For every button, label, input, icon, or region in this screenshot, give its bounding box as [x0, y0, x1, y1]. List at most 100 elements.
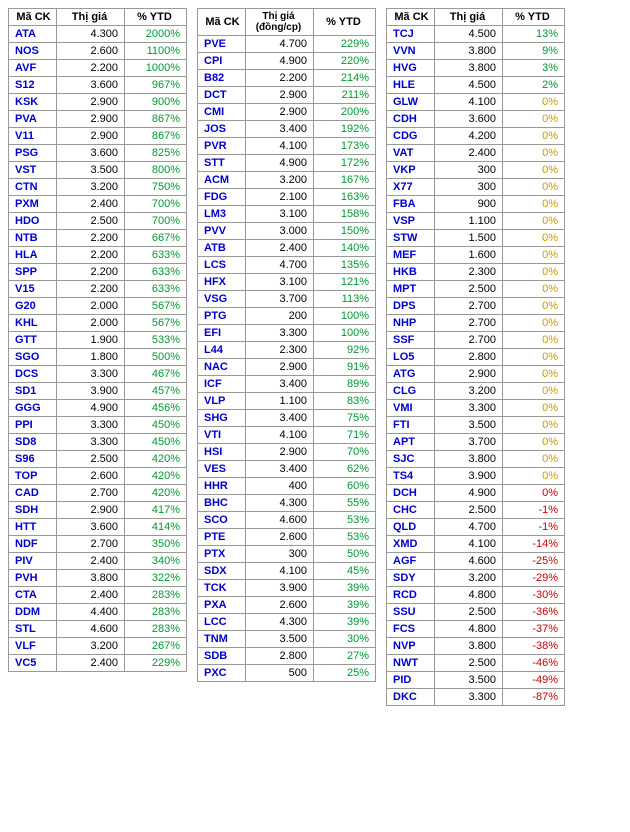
- cell-ytd: 53%: [314, 529, 376, 546]
- table-row: NHP2.7000%: [387, 315, 565, 332]
- cell-ytd: 283%: [125, 621, 187, 638]
- cell-ytd: -46%: [503, 655, 565, 672]
- table-row: V152.200633%: [9, 281, 187, 298]
- cell-code: SJC: [387, 451, 435, 468]
- cell-code: HVG: [387, 60, 435, 77]
- cell-code: VSP: [387, 213, 435, 230]
- cell-code: ACM: [198, 172, 246, 189]
- cell-ytd: 0%: [503, 162, 565, 179]
- cell-price: 2.500: [435, 655, 503, 672]
- cell-code: CDH: [387, 111, 435, 128]
- cell-ytd: 567%: [125, 298, 187, 315]
- cell-price: 3.700: [435, 434, 503, 451]
- cell-code: SDX: [198, 563, 246, 580]
- cell-ytd: -25%: [503, 553, 565, 570]
- table-row: CTN3.200750%: [9, 179, 187, 196]
- cell-ytd: 2%: [503, 77, 565, 94]
- cell-price: 3.800: [435, 60, 503, 77]
- cell-ytd: 91%: [314, 359, 376, 376]
- table-row: PVE4.700229%: [198, 36, 376, 53]
- cell-code: XMD: [387, 536, 435, 553]
- cell-ytd: 0%: [503, 332, 565, 349]
- cell-ytd: 450%: [125, 417, 187, 434]
- cell-code: TOP: [9, 468, 57, 485]
- table-row: MEF1.6000%: [387, 247, 565, 264]
- cell-code: RCD: [387, 587, 435, 604]
- stock-table-3: Mã CK Thị giá % YTD TCJ4.50013%VVN3.8009…: [386, 8, 565, 706]
- cell-price: 3.300: [57, 366, 125, 383]
- table-row: CLG3.2000%: [387, 383, 565, 400]
- cell-price: 2.100: [246, 189, 314, 206]
- table-row: VC52.400229%: [9, 655, 187, 672]
- cell-code: DCH: [387, 485, 435, 502]
- cell-ytd: 214%: [314, 70, 376, 87]
- cell-ytd: 100%: [314, 325, 376, 342]
- cell-code: PIV: [9, 553, 57, 570]
- cell-ytd: 200%: [314, 104, 376, 121]
- table-row: PID3.500-49%: [387, 672, 565, 689]
- cell-price: 4.800: [435, 587, 503, 604]
- cell-code: LO5: [387, 349, 435, 366]
- cell-ytd: 75%: [314, 410, 376, 427]
- cell-price: 4.300: [246, 495, 314, 512]
- table-row: VSG3.700113%: [198, 291, 376, 308]
- cell-code: V11: [9, 128, 57, 145]
- cell-price: 4.600: [57, 621, 125, 638]
- table-row: LO52.8000%: [387, 349, 565, 366]
- table-row: NDF2.700350%: [9, 536, 187, 553]
- cell-ytd: -1%: [503, 502, 565, 519]
- cell-ytd: 0%: [503, 247, 565, 264]
- cell-code: CHC: [387, 502, 435, 519]
- cell-code: SCO: [198, 512, 246, 529]
- cell-ytd: 0%: [503, 196, 565, 213]
- table-row: APT3.7000%: [387, 434, 565, 451]
- cell-ytd: 700%: [125, 213, 187, 230]
- cell-ytd: 825%: [125, 145, 187, 162]
- cell-price: 1.800: [57, 349, 125, 366]
- cell-code: HDO: [9, 213, 57, 230]
- cell-ytd: 50%: [314, 546, 376, 563]
- cell-ytd: 229%: [314, 36, 376, 53]
- table-row: AVF2.2001000%: [9, 60, 187, 77]
- cell-price: 1.100: [435, 213, 503, 230]
- cell-price: 4.200: [435, 128, 503, 145]
- table-row: PXM2.400700%: [9, 196, 187, 213]
- table-row: STL4.600283%: [9, 621, 187, 638]
- cell-ytd: 173%: [314, 138, 376, 155]
- table-row: G202.000567%: [9, 298, 187, 315]
- cell-price: 1.900: [57, 332, 125, 349]
- table-row: TOP2.600420%: [9, 468, 187, 485]
- cell-ytd: 467%: [125, 366, 187, 383]
- cell-price: 3.200: [435, 383, 503, 400]
- cell-ytd: 39%: [314, 597, 376, 614]
- table-row: PXC50025%: [198, 665, 376, 682]
- table-row: SSU2.500-36%: [387, 604, 565, 621]
- cell-ytd: 633%: [125, 264, 187, 281]
- cell-price: 2.900: [246, 87, 314, 104]
- cell-ytd: 350%: [125, 536, 187, 553]
- table-row: QLD4.700-1%: [387, 519, 565, 536]
- cell-code: PVE: [198, 36, 246, 53]
- cell-code: QLD: [387, 519, 435, 536]
- table-row: B822.200214%: [198, 70, 376, 87]
- table-row: SSF2.7000%: [387, 332, 565, 349]
- cell-ytd: 25%: [314, 665, 376, 682]
- cell-code: MEF: [387, 247, 435, 264]
- header-price: Thị giá: [435, 9, 503, 26]
- table-row: HLE4.5002%: [387, 77, 565, 94]
- table-row: DKC3.300-87%: [387, 689, 565, 706]
- cell-ytd: 62%: [314, 461, 376, 478]
- cell-code: CDG: [387, 128, 435, 145]
- cell-code: NVP: [387, 638, 435, 655]
- table-row: HLA2.200633%: [9, 247, 187, 264]
- cell-price: 3.500: [57, 162, 125, 179]
- table-row: DDM4.400283%: [9, 604, 187, 621]
- cell-code: VMI: [387, 400, 435, 417]
- cell-price: 4.600: [246, 512, 314, 529]
- table-row: CHC2.500-1%: [387, 502, 565, 519]
- cell-price: 400: [246, 478, 314, 495]
- table-row: PVA2.900867%: [9, 111, 187, 128]
- cell-ytd: 457%: [125, 383, 187, 400]
- cell-ytd: 0%: [503, 213, 565, 230]
- table-row: FDG2.100163%: [198, 189, 376, 206]
